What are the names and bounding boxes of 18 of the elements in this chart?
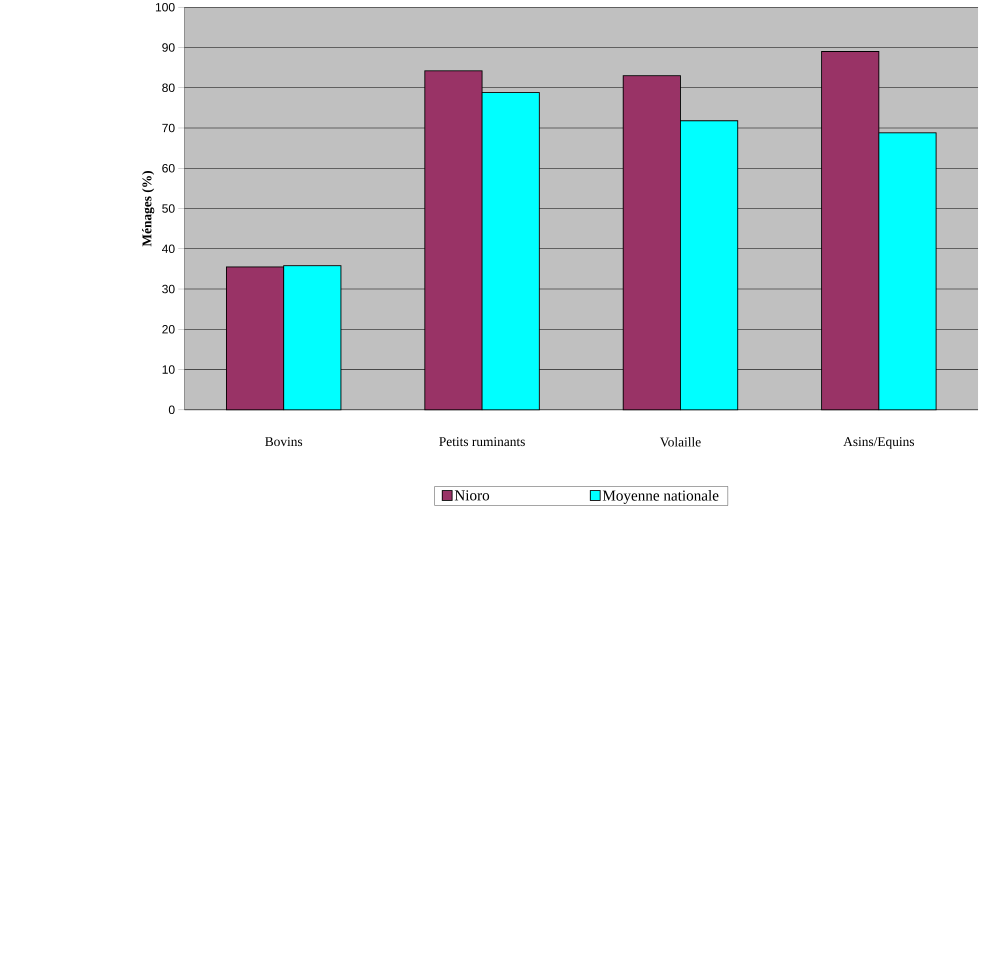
- x-tick-label: Asins/Equins: [843, 436, 914, 449]
- legend-label: Nioro: [454, 490, 490, 500]
- y-tick-label: 70: [162, 124, 175, 132]
- x-tick-label: Bovins: [265, 436, 302, 446]
- y-tick-label: 0: [168, 405, 175, 414]
- legend-label: Moyenne nationale: [602, 490, 718, 504]
- y-tick-label: 100: [156, 2, 175, 12]
- x-tick-label: Volaille: [660, 436, 701, 446]
- y-tick-label: 90: [162, 43, 175, 52]
- y-tick-label: 40: [162, 244, 175, 253]
- y-tick-label: 50: [162, 204, 175, 213]
- y-tick-label: 60: [162, 164, 175, 172]
- y-tick-label: 20: [162, 324, 175, 334]
- y-axis-title: Ménages (%): [142, 170, 154, 246]
- y-tick-label: 80: [162, 83, 175, 92]
- x-tick-label: Petits ruminants: [439, 436, 525, 446]
- y-tick-label: 30: [162, 284, 175, 294]
- y-tick-label: 10: [162, 365, 175, 374]
